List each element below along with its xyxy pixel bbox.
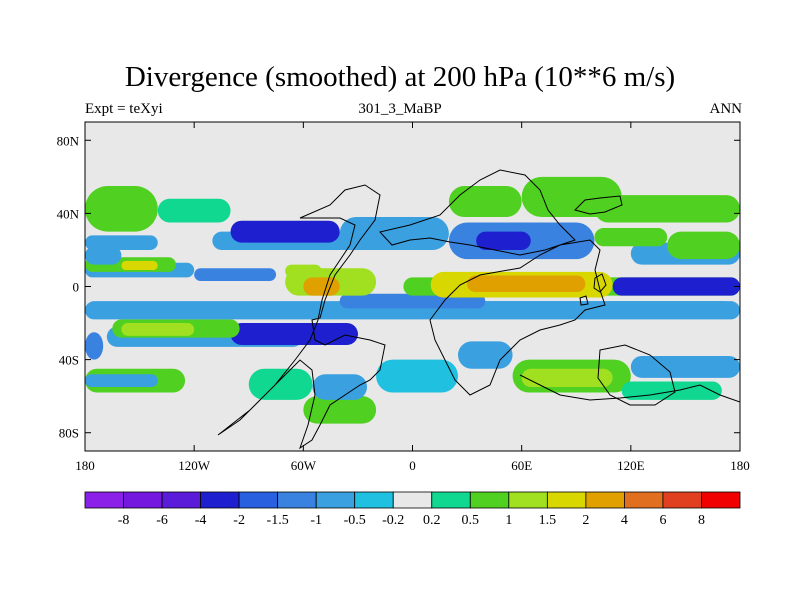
- contour-region: [85, 235, 158, 250]
- colorbar-label: -4: [195, 513, 207, 528]
- colorbar-box: [315, 491, 356, 509]
- colorbar-box: [624, 491, 664, 509]
- colorbar-box: [662, 491, 702, 509]
- colorbar-label: -0.5: [344, 513, 366, 528]
- coastline-greenland: [574, 195, 623, 215]
- colorbar-box: [508, 491, 548, 509]
- colorbar-box: [469, 491, 510, 509]
- contour-region: [467, 275, 586, 292]
- y-tick-label: 40S: [59, 353, 79, 368]
- experiment-label: Expt = teXyi: [85, 101, 163, 117]
- contour-region: [121, 323, 195, 336]
- contour-region: [85, 332, 104, 360]
- contour-region: [121, 260, 158, 271]
- colorbar-box: [392, 491, 433, 509]
- colorbar-box: [123, 491, 163, 509]
- contour-region: [157, 198, 231, 223]
- y-tick-label: 0: [73, 280, 80, 295]
- colorbar-label: 0.5: [462, 513, 480, 528]
- contour-region: [312, 374, 368, 400]
- colorbar-label: -0.2: [382, 513, 404, 528]
- contour-region: [594, 228, 668, 247]
- case-label: 301_3_MaBP: [358, 101, 442, 117]
- colorbar-label: 2: [582, 513, 589, 528]
- y-tick-label: 80S: [59, 426, 79, 441]
- x-tick-label: 60E: [511, 458, 532, 473]
- coastline-africa-eurasia: [379, 169, 606, 396]
- contour-region: [248, 368, 313, 400]
- colorbar-label: -8: [118, 513, 130, 528]
- coastline-layer: [217, 169, 740, 450]
- contour-region: [285, 264, 322, 278]
- contour-region: [457, 301, 731, 316]
- contour-region: [85, 374, 158, 388]
- colorbar-box: [84, 491, 124, 509]
- colorbar-box: [200, 491, 240, 509]
- contour-region: [85, 246, 122, 265]
- contour-region: [194, 268, 277, 282]
- colorbar-label: 1: [505, 513, 512, 528]
- coastline-americas: [217, 184, 386, 450]
- colorbar-label: 0.2: [423, 513, 441, 528]
- x-axis: 180 120W 60W 0 60E 120E 180: [75, 122, 750, 473]
- colorbar-label: 8: [698, 513, 705, 528]
- contour-region: [621, 381, 722, 400]
- colorbar-box: [161, 491, 201, 509]
- y-tick-label: 80N: [57, 133, 80, 148]
- x-tick-label: 180: [75, 458, 95, 473]
- contour-region: [239, 326, 358, 342]
- y-axis: 80N 40N 0 40S 80S: [57, 133, 740, 441]
- colorbar-box: [238, 491, 279, 509]
- colorbar-label: 1.5: [539, 513, 557, 528]
- colorbar-box: [354, 491, 394, 509]
- coastline-islands: [579, 273, 607, 306]
- colorbar-label: 6: [659, 513, 666, 528]
- colorbar-label: -6: [156, 513, 168, 528]
- colorbar-box: [546, 491, 587, 509]
- colorbar-box: [431, 491, 471, 509]
- contour-region: [303, 277, 340, 296]
- season-label: ANN: [709, 101, 743, 117]
- contour-region: [594, 195, 740, 223]
- colorbar: -8 -6 -4 -2 -1.5 -1 -0.5 -0.2 0.2 0.5 1 1.5 2 4 6 8: [84, 491, 741, 528]
- contour-region: [339, 217, 449, 250]
- contour-region: [630, 355, 740, 378]
- contour-region: [230, 220, 340, 243]
- x-tick-label: 60W: [291, 458, 317, 473]
- colorbar-label: -2: [233, 513, 245, 528]
- colorbar-box: [277, 491, 317, 509]
- colorbar-box: [585, 491, 625, 509]
- y-tick-label: 40N: [57, 206, 80, 221]
- contour-region: [376, 359, 458, 393]
- coastline-australia: [597, 344, 676, 406]
- x-tick-label: 120E: [617, 458, 645, 473]
- contour-region: [521, 368, 613, 388]
- colorbar-label: -1.5: [267, 513, 289, 528]
- colorbar-label: -1: [310, 513, 322, 528]
- chart-title: Divergence (smoothed) at 200 hPa (10**6 …: [124, 61, 676, 93]
- contour-region: [476, 231, 531, 250]
- coastline-antarctica: [519, 374, 740, 403]
- colorbar-box: [701, 491, 741, 509]
- colorbar-label: 4: [621, 513, 628, 528]
- x-tick-label: 180: [730, 458, 750, 473]
- x-tick-label: 120W: [178, 458, 211, 473]
- contour-region: [85, 185, 158, 232]
- contour-region: [612, 277, 740, 296]
- contour-region: [667, 231, 740, 260]
- contour-region: [448, 185, 522, 218]
- x-tick-label: 0: [409, 458, 416, 473]
- contour-region: [303, 396, 377, 424]
